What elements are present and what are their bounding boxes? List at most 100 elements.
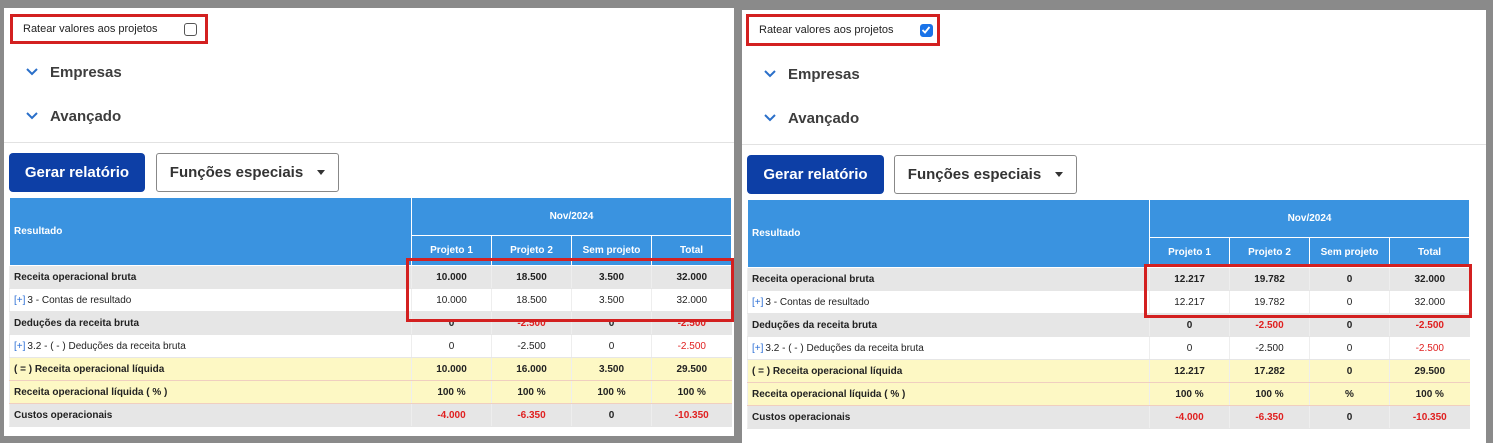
row-label-cell: Receita operacional bruta (747, 267, 1150, 291)
special-functions-dropdown[interactable]: Funções especiais (156, 153, 339, 192)
value-cell: 100 % (411, 380, 492, 404)
row-label-cell: Receita operacional líquida ( % ) (9, 380, 412, 404)
row-label: 3 - Contas de resultado (27, 294, 132, 306)
chevron-down-icon (26, 68, 38, 76)
value-cell: 32.000 (650, 288, 732, 312)
ratear-toggle-box[interactable]: Ratear valores aos projetos (746, 14, 940, 46)
expand-toggle[interactable]: [+] (14, 294, 26, 306)
row-label-cell: [+] 3.2 - ( - ) Deduções da receita bruta (747, 336, 1150, 360)
period-header: Nov/2024 (410, 197, 733, 236)
value-cell: 3.500 (571, 288, 652, 312)
report-panel-left: Ratear valores aos projetos Empresas Ava… (4, 8, 734, 436)
report-panel-right: Ratear valores aos projetos Empresas Ava… (742, 10, 1486, 443)
value-cell: 0 (1309, 313, 1390, 337)
row-label-cell: Receita operacional bruta (9, 265, 412, 289)
table-row: ( = ) Receita operacional líquida 10.000 1… (9, 357, 732, 381)
row-label-cell: ( = ) Receita operacional líquida (747, 359, 1150, 383)
expand-toggle[interactable]: [+] (14, 340, 26, 352)
value-cell: 0 (411, 311, 492, 335)
value-cell: 0 (1309, 267, 1390, 291)
value-cell: 100 % (1149, 382, 1230, 406)
value-cell: 32.000 (1388, 267, 1470, 291)
value-cell: 32.000 (650, 265, 732, 289)
section-empresas[interactable]: Empresas (764, 64, 860, 84)
table-row[interactable]: [+] 3.2 - ( - ) Deduções da receita bruta… (9, 334, 732, 358)
special-functions-label: Funções especiais (907, 166, 1042, 183)
value-cell: 100 % (491, 380, 572, 404)
chevron-down-icon (764, 70, 776, 78)
value-cell: -2.500 (1229, 313, 1310, 337)
value-cell: -10.350 (1388, 405, 1470, 429)
section-label: Avançado (50, 107, 122, 125)
value-cell: 19.782 (1229, 290, 1310, 314)
special-functions-label: Funções especiais (169, 164, 304, 181)
divider (742, 144, 1486, 145)
results-table: Resultado Nov/2024 Projeto 1 Projeto 2 S… (9, 197, 733, 427)
value-cell: -2.500 (1388, 313, 1470, 337)
generate-report-button[interactable]: Gerar relatório (747, 155, 884, 194)
caret-down-icon (317, 170, 326, 175)
value-cell: 0 (1149, 336, 1230, 360)
highlight-box (1144, 264, 1472, 318)
divider (4, 142, 734, 143)
row-label: Receita operacional bruta (752, 273, 875, 285)
special-functions-dropdown[interactable]: Funções especiais (894, 155, 1077, 194)
ratear-checkbox[interactable] (919, 23, 933, 37)
ratear-checkbox[interactable] (183, 22, 197, 36)
table-row[interactable]: [+] 3 - Contas de resultado 12.217 19.782 0 3… (747, 290, 1470, 314)
generate-report-button[interactable]: Gerar relatório (9, 153, 145, 192)
row-label-cell: Receita operacional líquida ( % ) (747, 382, 1150, 406)
value-cell: -2.500 (650, 311, 732, 335)
value-cell: 12.217 (1149, 290, 1230, 314)
value-cell: -2.500 (491, 311, 572, 335)
value-cell: 10.000 (411, 265, 492, 289)
row-label: 3 - Contas de resultado (765, 296, 870, 308)
value-cell: 19.782 (1229, 267, 1310, 291)
row-label-cell: Custos operacionais (9, 403, 412, 427)
section-empresas[interactable]: Empresas (26, 62, 122, 82)
value-cell: 0 (1149, 313, 1230, 337)
value-cell: 100 % (1388, 382, 1470, 406)
row-label: Deduções da receita bruta (14, 317, 140, 329)
value-cell: 18.500 (491, 288, 572, 312)
value-cell: 100 % (650, 380, 732, 404)
value-cell: -4.000 (411, 403, 492, 427)
row-label-cell: [+] 3 - Contas de resultado (9, 288, 412, 312)
results-table: Resultado Nov/2024 Projeto 1 Projeto 2 S… (747, 199, 1471, 429)
value-cell: 0 (571, 334, 652, 358)
row-label: Receita operacional líquida ( % ) (14, 386, 168, 398)
section-avancado[interactable]: Avançado (764, 108, 859, 128)
table-row: Receita operacional líquida ( % ) 100 % 10… (9, 380, 732, 404)
ratear-label: Ratear valores aos projetos (759, 24, 894, 36)
value-cell: 0 (1309, 359, 1390, 383)
value-cell: -2.500 (1388, 336, 1470, 360)
highlight-box (406, 258, 734, 322)
table-row: ( = ) Receita operacional líquida 12.217 1… (747, 359, 1470, 383)
chevron-down-icon (764, 114, 776, 122)
row-label: Custos operacionais (752, 411, 851, 423)
row-label: ( = ) Receita operacional líquida (752, 365, 903, 377)
row-label: Receita operacional bruta (14, 271, 137, 283)
ratear-toggle-box[interactable]: Ratear valores aos projetos (10, 14, 208, 44)
value-cell: -2.500 (650, 334, 732, 358)
table-row: Custos operacionais -4.000 -6.350 0 -10.350 (9, 403, 732, 427)
expand-toggle[interactable]: [+] (752, 342, 764, 354)
table-row: Receita operacional bruta 12.217 19.782 0 32… (747, 267, 1470, 291)
row-label-cell: Deduções da receita bruta (9, 311, 412, 335)
section-avancado[interactable]: Avançado (26, 106, 121, 126)
value-cell: 3.500 (571, 265, 652, 289)
chevron-down-icon (26, 112, 38, 120)
value-cell: 10.000 (411, 288, 492, 312)
table-row[interactable]: [+] 3.2 - ( - ) Deduções da receita bruta… (747, 336, 1470, 360)
value-cell: 10.000 (411, 357, 492, 381)
section-label: Empresas (788, 65, 860, 83)
value-cell: 3.500 (571, 357, 652, 381)
value-cell: 32.000 (1388, 290, 1470, 314)
expand-toggle[interactable]: [+] (752, 296, 764, 308)
row-label-cell: [+] 3 - Contas de resultado (747, 290, 1150, 314)
value-cell: -2.500 (1229, 336, 1310, 360)
table-row[interactable]: [+] 3 - Contas de resultado 10.000 18.500 3.… (9, 288, 732, 312)
row-label: 3.2 - ( - ) Deduções da receita bruta (765, 342, 924, 354)
value-cell: 16.000 (491, 357, 572, 381)
value-cell: 29.500 (650, 357, 732, 381)
